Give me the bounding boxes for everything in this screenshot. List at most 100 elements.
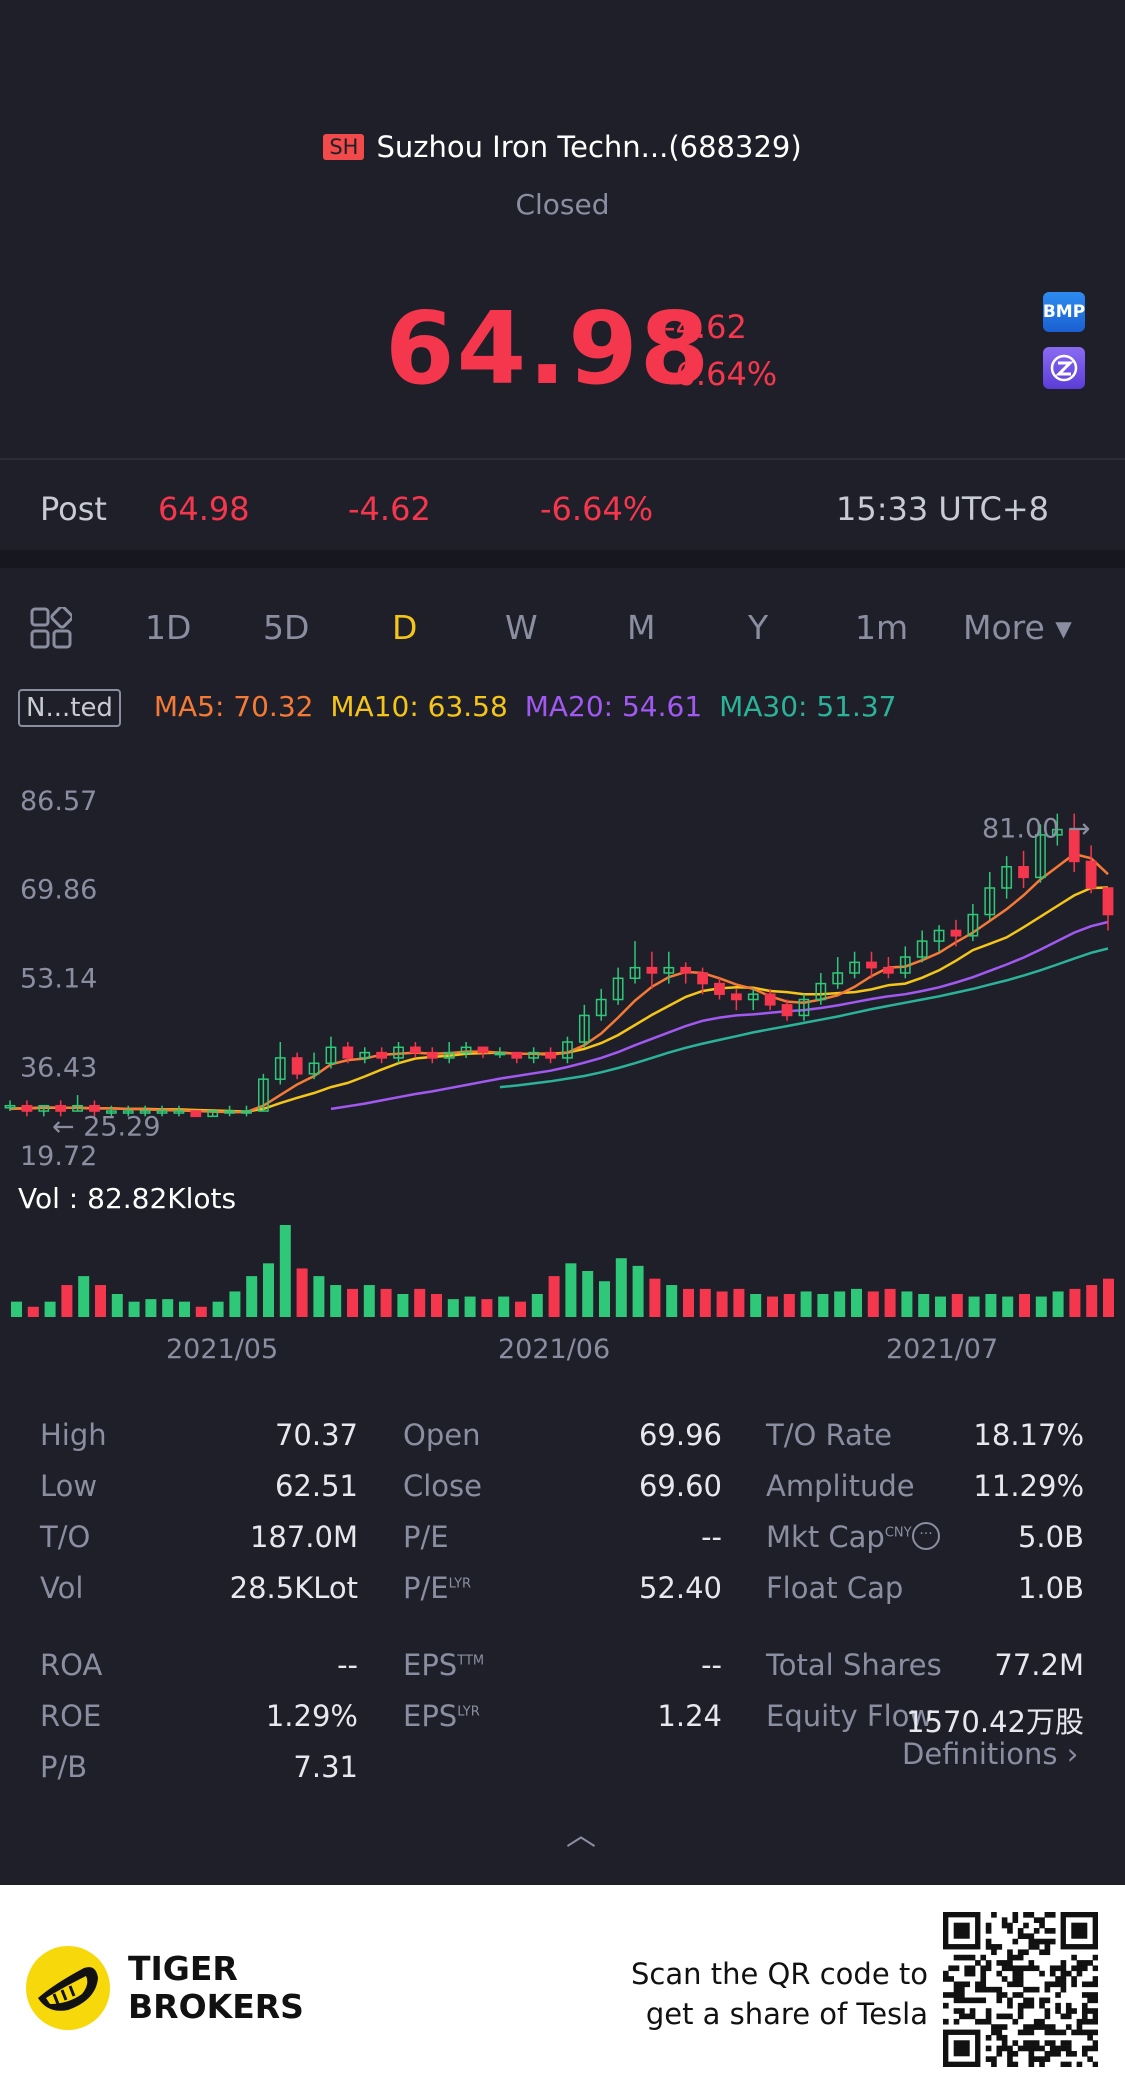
volume-bar: [363, 1285, 375, 1317]
tab-y[interactable]: Y: [748, 608, 769, 647]
stock-title: Suzhou Iron Techn...(688329): [376, 130, 802, 164]
candle: [190, 1110, 202, 1118]
stat-eps-label: EPSLYR: [403, 1699, 480, 1733]
volume-bar: [783, 1294, 795, 1317]
candle: [545, 1047, 556, 1064]
candle: [629, 941, 641, 984]
candle: [1068, 813, 1080, 873]
stat-eps-label: EPSTTM: [403, 1648, 485, 1682]
volume-bar: [78, 1276, 90, 1317]
stat-to-label: T/O: [40, 1520, 91, 1554]
volume-bar: [44, 1301, 56, 1317]
volume-bar: [716, 1291, 728, 1317]
tab-d[interactable]: D: [392, 608, 418, 647]
volume-label: Vol : 82.82Klots: [18, 1182, 237, 1215]
stat-eps-value: --: [701, 1648, 722, 1682]
tab-1m[interactable]: 1m: [855, 608, 909, 647]
definitions-link[interactable]: Definitions ›: [902, 1737, 1078, 1771]
chevron-up-icon[interactable]: ︿: [566, 1818, 596, 1853]
tab-w[interactable]: W: [505, 608, 538, 647]
volume-bar: [548, 1276, 560, 1317]
stat-roa-value: --: [337, 1648, 358, 1682]
stat-mktcap-label: Mkt CapCNY: [766, 1520, 912, 1554]
volume-bar: [313, 1276, 325, 1317]
volume-bar: [565, 1263, 577, 1317]
stat-roa-label: ROA: [40, 1648, 103, 1682]
stat-low-label: Low: [40, 1469, 98, 1503]
tab-1d[interactable]: 1D: [145, 608, 192, 647]
price-change: -4.62: [664, 308, 747, 346]
volume-bar: [145, 1299, 157, 1317]
candle: [899, 946, 911, 979]
candlestick-chart[interactable]: 86.57 69.86 53.14 36.43 19.72 81.00 → ← 25.29: [0, 770, 1125, 1370]
ma10-line: [10, 886, 1109, 1113]
stat-equityflow-label: Equity Flow: [766, 1699, 934, 1733]
bmp-icon[interactable]: BMP: [1043, 292, 1085, 332]
y-tick-label: 86.57: [20, 786, 97, 817]
volume-bar: [111, 1294, 123, 1317]
volume-bar: [1019, 1294, 1030, 1317]
volume-bar: [464, 1296, 476, 1317]
volume-bar: [330, 1285, 342, 1317]
stat-amplitude-label: Amplitude: [766, 1469, 915, 1503]
candle: [663, 951, 675, 984]
stat-pe-value: --: [701, 1520, 722, 1554]
layout-grid-icon[interactable]: [30, 607, 72, 649]
stat-eps-value: 1.24: [657, 1699, 722, 1733]
volume-bar: [414, 1288, 426, 1317]
volume-bar: [767, 1296, 778, 1317]
candle: [866, 951, 877, 979]
candle: [562, 1036, 573, 1064]
candle: [883, 957, 894, 979]
stat-low-value: 62.51: [274, 1469, 358, 1503]
volume-bar: [834, 1291, 846, 1317]
adjust-button[interactable]: N...ted: [18, 689, 121, 727]
candle: [1085, 845, 1097, 894]
tab-m[interactable]: M: [627, 608, 656, 647]
more-info-icon[interactable]: ···: [912, 1522, 940, 1550]
stat-floatcap-value: 1.0B: [1017, 1571, 1084, 1605]
stat-floatcap-label: Float Cap: [766, 1571, 904, 1605]
candle: [967, 903, 979, 942]
volume-bar: [380, 1288, 392, 1317]
post-market-row: Post 64.98 -4.62 -6.64% 15:33 UTC+8: [0, 460, 1125, 550]
qr-code[interactable]: [943, 1912, 1098, 2067]
stock-title-row[interactable]: SH Suzhou Iron Techn...(688329): [0, 130, 1125, 164]
stat-totalshares-value: 77.2M: [994, 1648, 1084, 1682]
volume-bar: [750, 1294, 762, 1317]
zi-icon[interactable]: [1043, 347, 1085, 389]
tab-5d[interactable]: 5D: [263, 608, 310, 647]
volume-bar: [851, 1288, 862, 1317]
volume-bar: [1069, 1288, 1081, 1317]
stat-pe-label: P/ELYR: [403, 1571, 472, 1605]
volume-bar: [935, 1296, 946, 1317]
stat-close-value: 69.60: [638, 1469, 722, 1503]
volume-bar: [498, 1296, 510, 1317]
last-price: 64.98: [385, 290, 712, 407]
volume-bar: [481, 1299, 493, 1317]
post-change-pct: -6.64%: [540, 490, 654, 528]
candle: [376, 1047, 388, 1064]
period-tabs: 1D 5D D W M Y 1m More ▾: [0, 570, 1125, 685]
candle: [1035, 824, 1046, 883]
x-tick-label: 2021/06: [498, 1334, 611, 1365]
y-tick-label: 19.72: [20, 1141, 97, 1172]
candle: [697, 967, 708, 995]
volume-bar: [666, 1285, 678, 1317]
candle: [764, 988, 776, 1011]
candle: [4, 1100, 16, 1112]
candle: [410, 1041, 421, 1058]
candle: [359, 1047, 371, 1064]
candle: [393, 1041, 404, 1064]
candle: [139, 1105, 151, 1117]
volume-chart: [11, 1225, 1114, 1317]
stat-pe-value: 52.40: [638, 1571, 722, 1605]
promo-line-2: get a share of Tesla: [645, 1997, 928, 2031]
tab-more[interactable]: More ▾: [963, 608, 1072, 647]
x-tick-label: 2021/05: [166, 1334, 279, 1365]
candle: [646, 951, 658, 989]
candle: [730, 988, 742, 1011]
candle: [274, 1041, 286, 1085]
volume-bar: [531, 1294, 543, 1317]
post-price: 64.98: [158, 490, 250, 528]
